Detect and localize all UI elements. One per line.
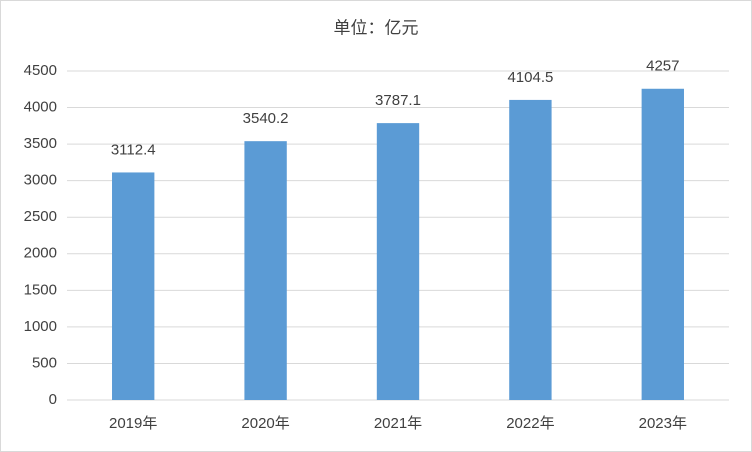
x-tick-label: 2020年 (241, 415, 289, 432)
bar (244, 141, 287, 400)
y-tick-label: 4500 (24, 62, 57, 79)
bar (509, 99, 552, 401)
y-tick-label: 4000 (24, 99, 57, 116)
value-label: 4104.5 (507, 69, 553, 86)
y-tick-label: 3000 (24, 172, 57, 189)
chart-title: 单位：亿元 (334, 18, 419, 37)
y-tick-label: 1500 (24, 281, 57, 298)
y-tick-label: 3500 (24, 135, 57, 152)
x-tick-label: 2021年 (374, 415, 422, 432)
y-tick-label: 2500 (24, 208, 57, 225)
y-tick-label: 500 (32, 354, 57, 371)
y-tick-label: 0 (49, 391, 57, 408)
bar (376, 123, 420, 400)
value-label: 4257 (646, 58, 679, 75)
value-label: 3540.2 (243, 110, 289, 127)
x-tick-label: 2023年 (639, 415, 687, 432)
x-tick-label: 2022年 (506, 415, 554, 432)
bar (641, 88, 684, 401)
value-label: 3787.1 (375, 92, 421, 109)
value-label: 3112.4 (111, 141, 156, 158)
bar (112, 172, 155, 400)
x-tick-label: 2019年 (109, 415, 157, 432)
y-tick-label: 2000 (24, 245, 57, 262)
y-tick-label: 1000 (24, 318, 57, 335)
